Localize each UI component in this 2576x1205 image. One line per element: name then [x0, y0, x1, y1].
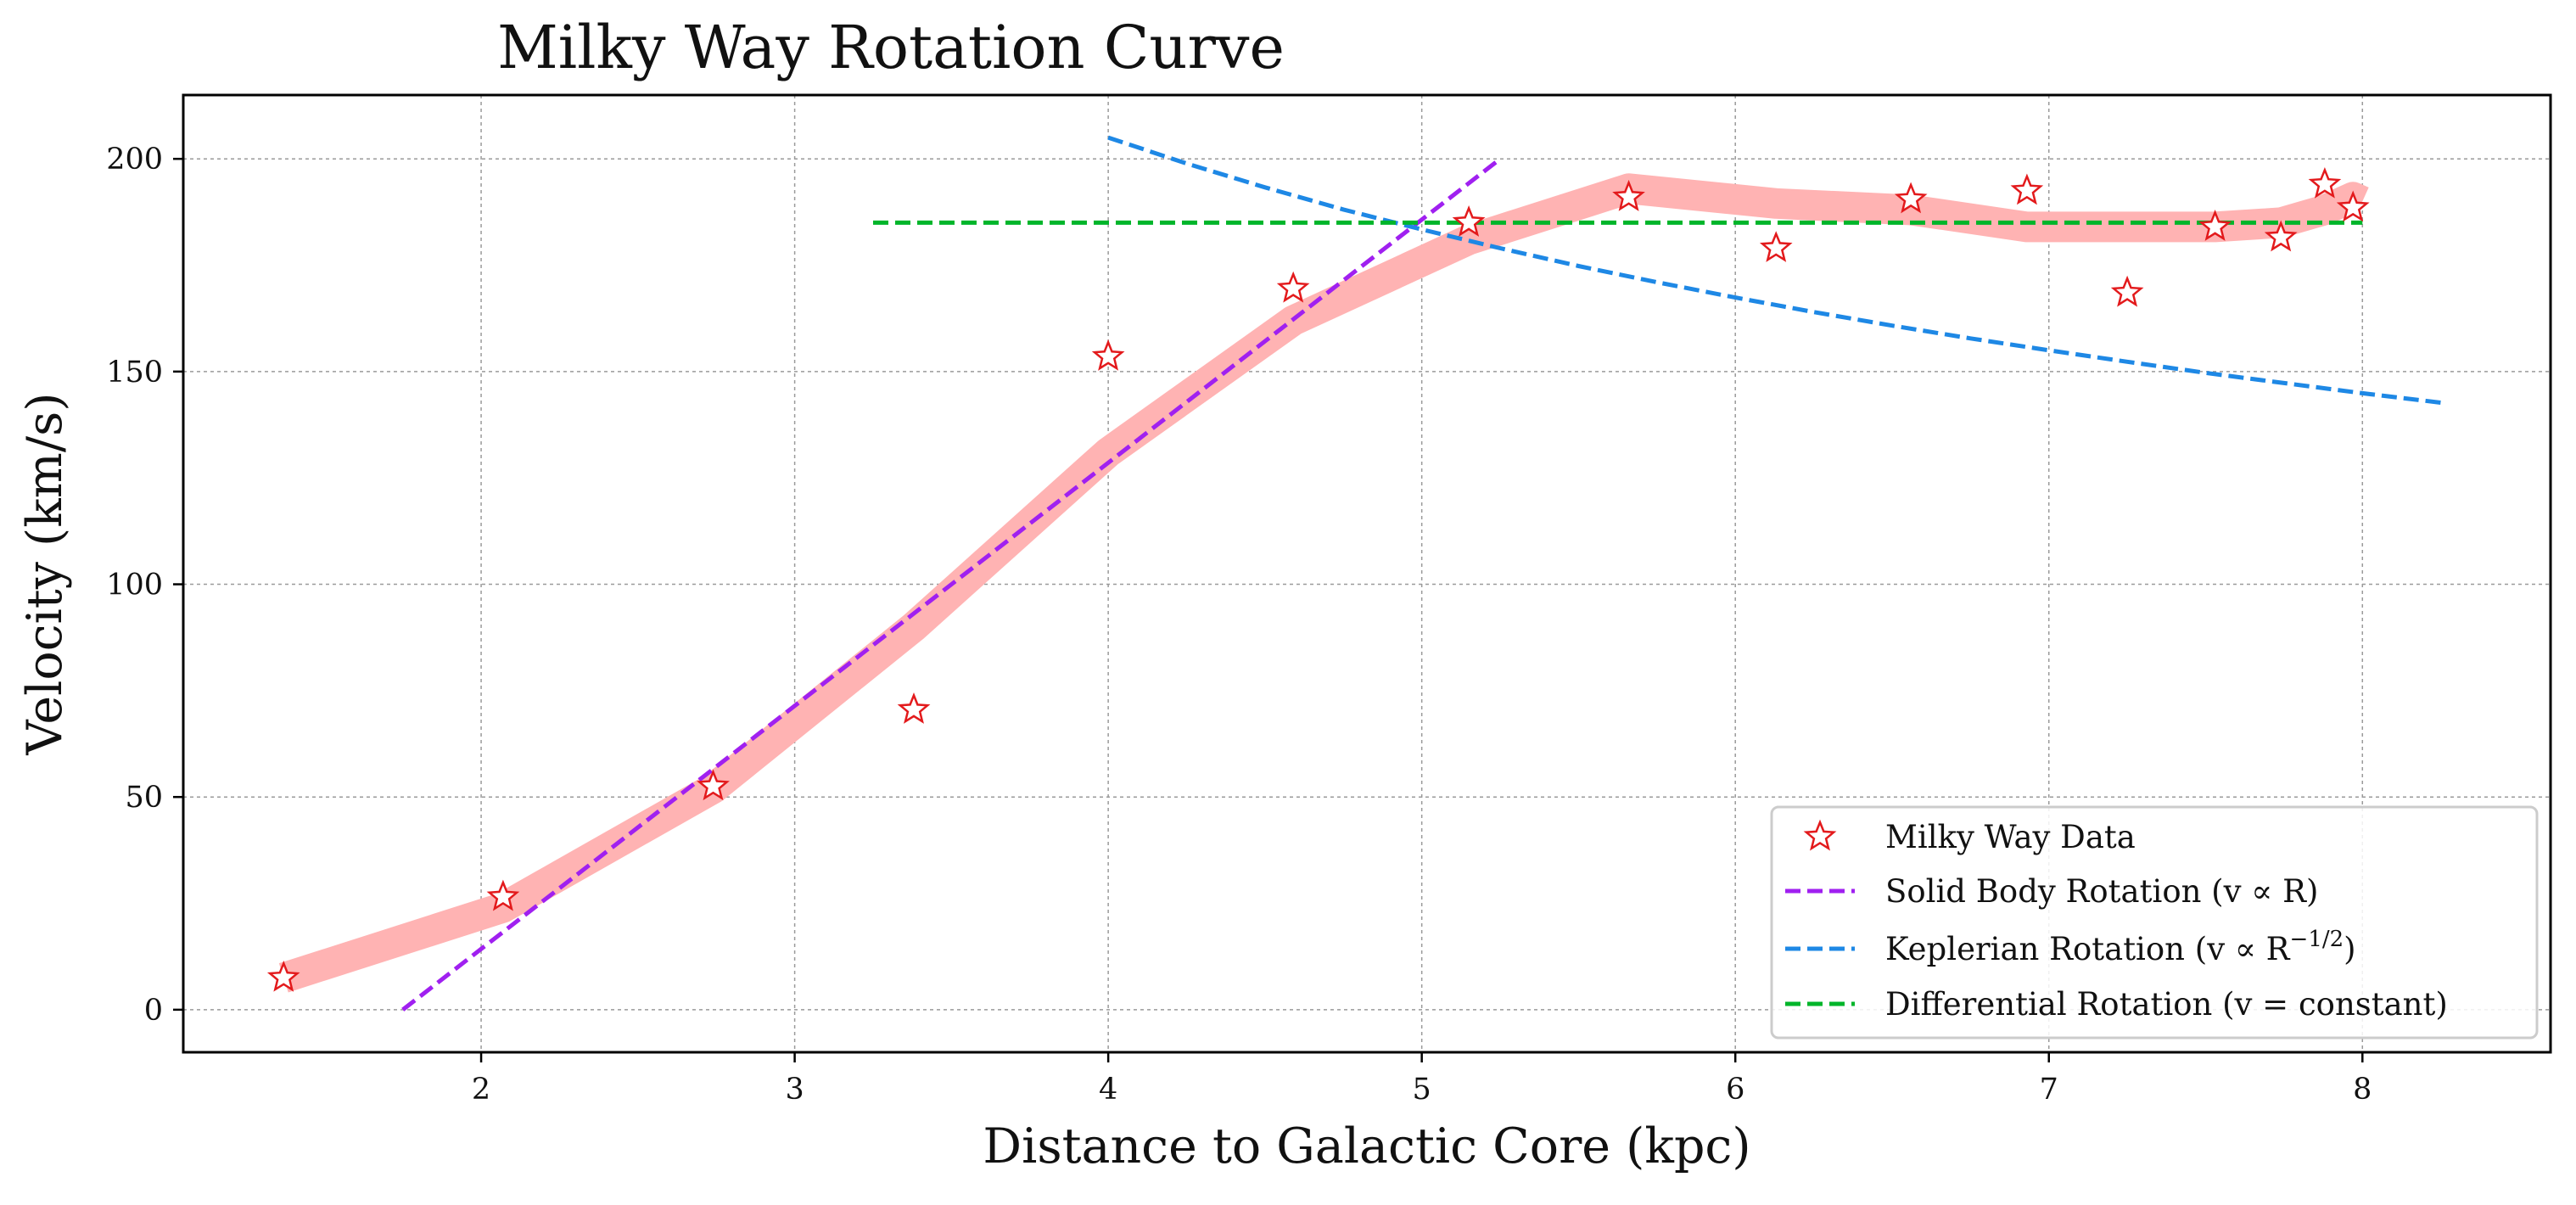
- x-tick-label: 4: [1099, 1073, 1117, 1107]
- x-tick-label: 5: [1413, 1073, 1431, 1107]
- data-point-star: [1612, 179, 1645, 211]
- data-point-star: [2198, 210, 2232, 241]
- legend-entries: Milky Way Data Solid Body Rotation (v ∝ R…: [1785, 819, 2448, 1023]
- y-axis-ticks: 0 50 100 150 200: [106, 143, 183, 1028]
- smoothed-trend-band: [278, 173, 2369, 993]
- legend-suffix: ): [2344, 931, 2355, 967]
- data-point-star: [1276, 271, 1310, 303]
- data-point-star: [2336, 190, 2370, 222]
- data-point-star: [897, 692, 931, 724]
- y-tick-label: 150: [106, 356, 163, 390]
- legend-label: Differential Rotation (v = constant): [1885, 986, 2448, 1023]
- legend-label: Solid Body Rotation (v ∝ R): [1885, 873, 2318, 910]
- data-point-star: [486, 879, 520, 911]
- legend-marker-star: [1803, 819, 1837, 851]
- plot-frame: [182, 93, 2552, 1054]
- legend-superscript: −1/2: [2290, 927, 2344, 952]
- y-tick-label: 100: [106, 569, 163, 602]
- data-point-star: [1894, 182, 1928, 214]
- data-point-star: [1091, 339, 1125, 371]
- y-axis-label: Velocity (km/s): [17, 392, 73, 755]
- data-point-star: [2264, 220, 2298, 252]
- x-axis-label: Distance to Galactic Core (kpc): [983, 1118, 1750, 1174]
- data-points-layer: [266, 166, 2370, 992]
- legend-box: [1770, 805, 2539, 1040]
- legend: Milky Way Data Solid Body Rotation (v ∝ R…: [1770, 805, 2539, 1040]
- x-tick-label: 6: [1726, 1073, 1744, 1107]
- data-point-star: [266, 960, 300, 992]
- smoothed-band-layer: [278, 173, 2369, 993]
- y-tick-label: 200: [106, 143, 163, 177]
- data-point-star: [697, 769, 730, 801]
- data-point-star: [1759, 231, 1793, 262]
- x-tick-label: 3: [785, 1073, 804, 1107]
- x-axis-ticks: 2 3 4 5 6 7 8: [472, 1052, 2372, 1107]
- model-line: [1107, 135, 2441, 405]
- x-tick-label: 7: [2040, 1073, 2058, 1107]
- y-tick-label: 0: [144, 994, 163, 1028]
- legend-label: Milky Way Data: [1885, 819, 2136, 855]
- data-point-star: [2110, 275, 2144, 307]
- data-point-star: [2308, 166, 2342, 199]
- x-tick-label: 8: [2353, 1073, 2372, 1107]
- data-point-star: [2010, 173, 2044, 205]
- model-line: [401, 157, 1502, 1012]
- chart-title: Milky Way Rotation Curve: [497, 13, 1285, 82]
- x-tick-label: 2: [472, 1073, 490, 1107]
- y-tick-label: 50: [125, 781, 163, 815]
- data-point-star: [1452, 205, 1486, 237]
- legend-label: Keplerian Rotation (v ∝ R−1/2): [1885, 927, 2356, 967]
- model-lines-layer: [401, 135, 2441, 1012]
